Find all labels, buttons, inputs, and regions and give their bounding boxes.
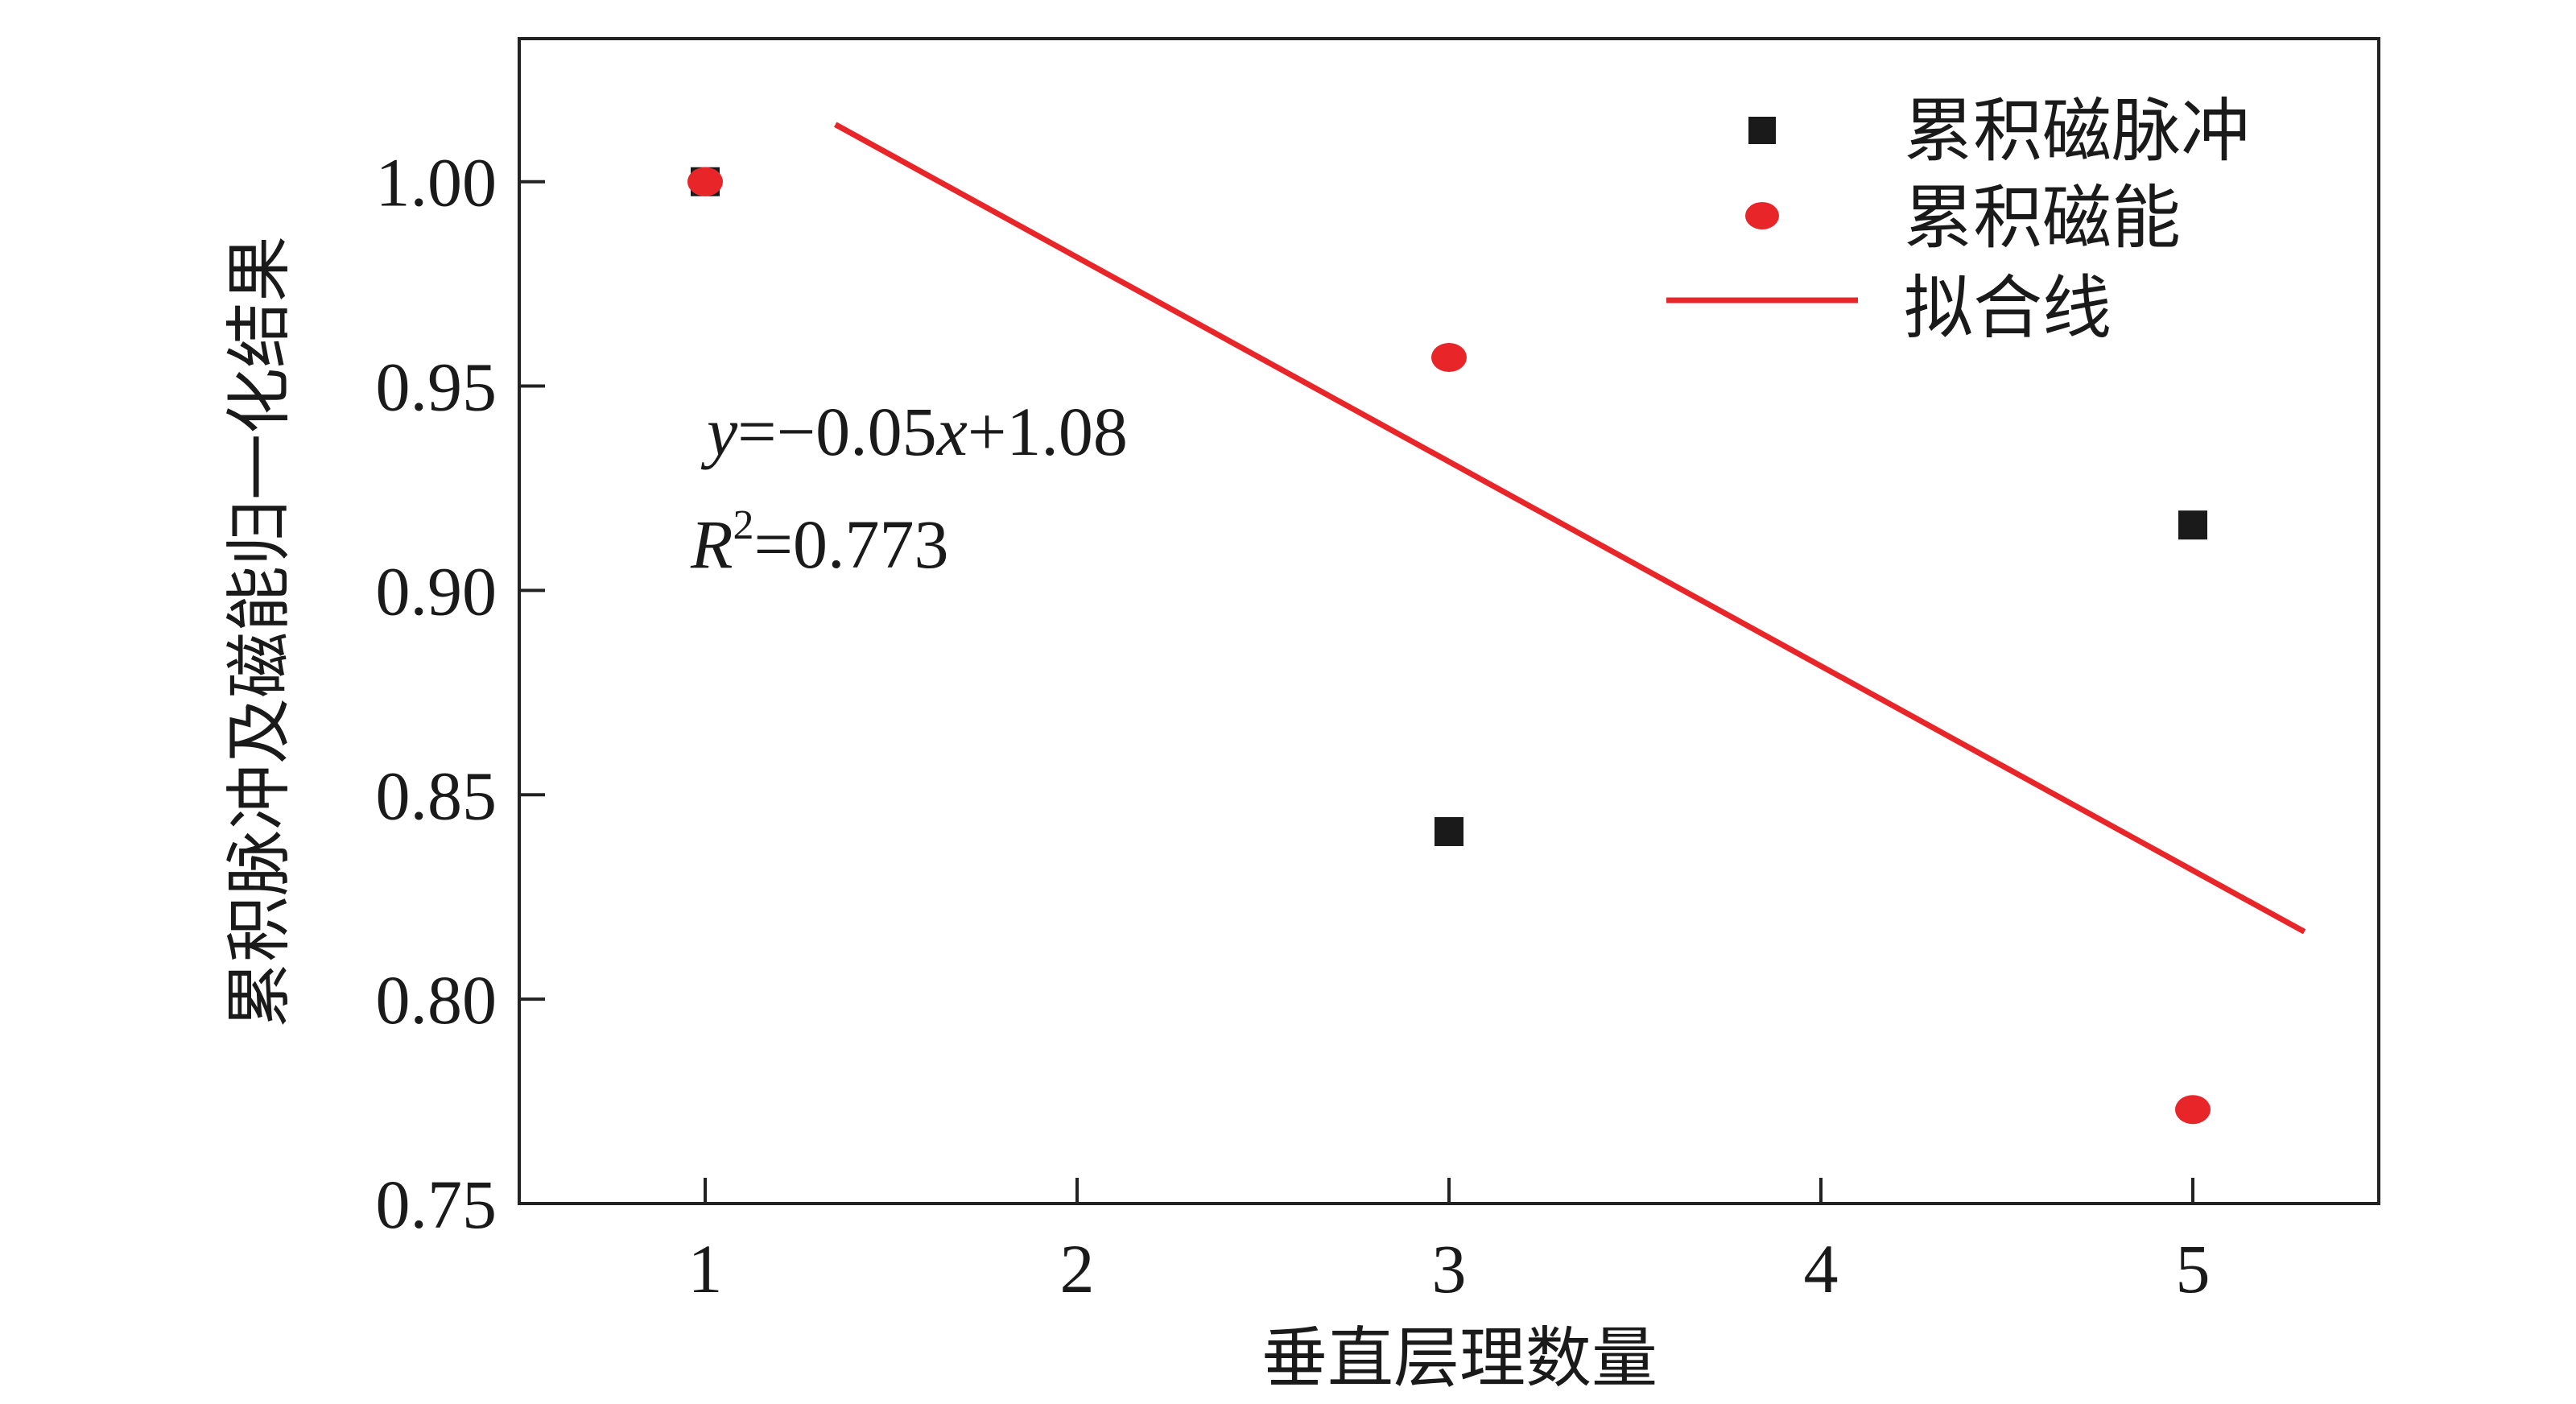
x-tick-label: 4 — [1804, 1230, 1839, 1307]
legend-label-energy: 累积磁能 — [1904, 178, 2181, 258]
x-tick-label: 2 — [1060, 1230, 1095, 1307]
y-tick-label: 0.85 — [376, 757, 497, 834]
y-tick-label: 0.95 — [376, 349, 497, 426]
y-tick-label: 0.80 — [376, 961, 497, 1039]
y-tick-label: 0.90 — [376, 552, 497, 630]
legend-label-pulse: 累积磁脉冲 — [1904, 91, 2250, 171]
data-points — [687, 167, 2211, 1125]
legend-label-fit: 拟合线 — [1904, 268, 2112, 349]
y-axis-title: 累积脉冲及磁能归一化结果 — [221, 236, 298, 1028]
pulse-point — [2178, 510, 2207, 540]
y-tick-label: 1.00 — [376, 144, 497, 221]
pulse-point — [1435, 816, 1463, 846]
x-axis-ticks: 1 2 3 4 5 — [688, 1178, 2211, 1307]
x-tick-label: 1 — [688, 1230, 723, 1307]
x-tick-label: 5 — [2176, 1230, 2211, 1307]
legend: 累积磁脉冲 累积磁能 拟合线 — [1666, 91, 2250, 349]
equation-annotation: y=−0.05x+1.08 — [700, 393, 1128, 470]
y-tick-label: 0.75 — [376, 1166, 497, 1243]
x-axis-title: 垂直层理数量 — [1261, 1320, 1657, 1397]
fit-line-group — [834, 122, 2306, 935]
legend-marker-square — [1748, 117, 1776, 144]
energy-point — [2175, 1095, 2211, 1125]
energy-point — [1431, 343, 1467, 373]
r-squared-annotation: R2=0.773 — [690, 502, 949, 583]
energy-point — [687, 167, 723, 196]
y-axis-ticks: 0.75 0.80 0.85 0.90 0.95 1.00 — [376, 144, 545, 1243]
legend-marker-circle — [1745, 202, 1779, 229]
x-tick-label: 3 — [1432, 1230, 1467, 1307]
fit-line — [834, 122, 2306, 935]
